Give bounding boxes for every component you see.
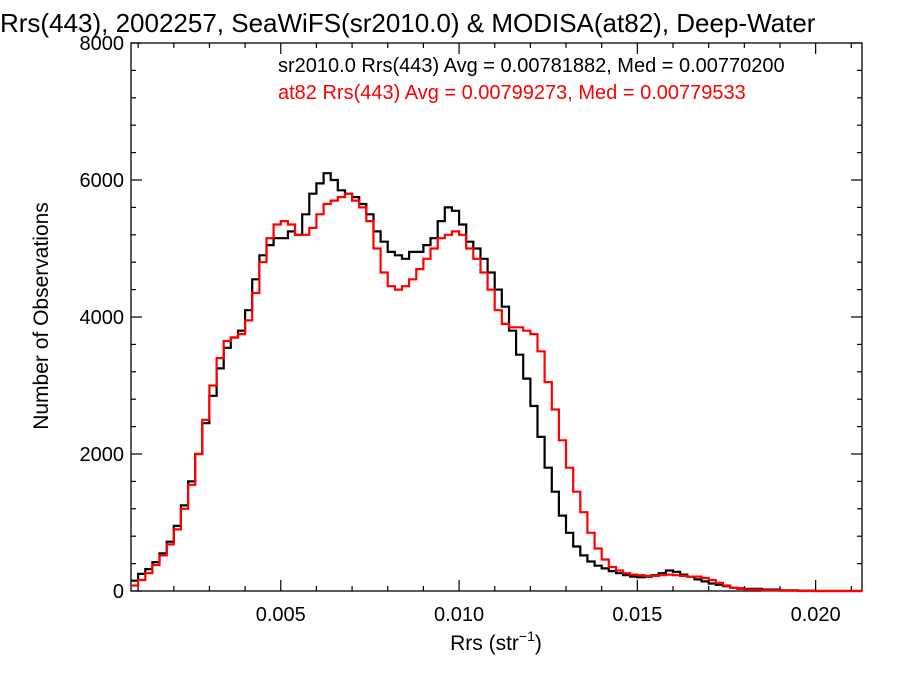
annotation-at82: at82 Rrs(443) Avg = 0.00799273, Med = 0.… xyxy=(278,82,746,104)
x-tick-label: 0.010 xyxy=(434,604,484,626)
series-group xyxy=(131,172,862,593)
y-tick-label: 2000 xyxy=(80,444,125,466)
y-tick-label: 4000 xyxy=(80,307,125,329)
y-tick-label: 0 xyxy=(113,581,124,603)
annotation-sr2010: sr2010.0 Rrs(443) Avg = 0.00781882, Med … xyxy=(278,55,785,77)
x-tick-label: 0.020 xyxy=(791,604,841,626)
x-axis-label: Rrs (str−1) xyxy=(450,628,542,655)
x-axis-label-main: Rrs (str xyxy=(450,632,519,655)
series-sr2010-line xyxy=(131,172,862,593)
y-axis-label: Number of Observations xyxy=(30,202,53,430)
y-tick-label: 8000 xyxy=(80,33,125,55)
plot-frame xyxy=(130,42,863,592)
y-tick-label: 6000 xyxy=(80,170,125,192)
x-axis-label-close: ) xyxy=(535,632,542,655)
x-axis-label-exponent: −1 xyxy=(519,628,535,644)
chart-title: Rrs(443), 2002257, SeaWiFS(sr2010.0) & M… xyxy=(0,8,816,38)
x-tick-label: 0.005 xyxy=(256,604,306,626)
series-at82-line xyxy=(131,192,862,593)
axis-ticks: 0.005 0.010 0.015 0.020 0 2000 4000 6000 8000 xyxy=(80,33,862,626)
x-tick-label: 0.015 xyxy=(612,604,662,626)
